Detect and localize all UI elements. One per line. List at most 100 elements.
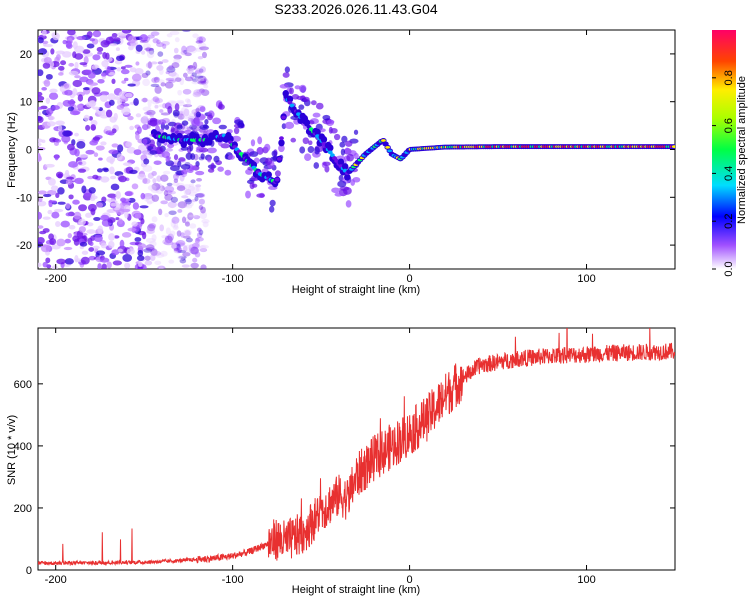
spectral-blob [164,235,173,244]
spectral-blob [183,244,194,253]
spectral-blob [124,92,133,98]
spectral-blob [194,196,199,202]
spectral-blob [185,198,192,205]
spectral-blob [40,244,50,248]
spectral-blob [154,260,162,265]
spectral-blob [197,80,207,85]
spectral-blob [76,91,86,97]
spectral-blob [54,154,59,161]
spectral-blob [200,206,206,214]
spectral-blob [67,30,76,36]
spectral-blob [87,175,94,180]
spectral-blob [145,46,151,53]
spectral-blob [72,199,80,205]
spectral-blob [158,208,163,216]
spectral-blob [249,151,259,157]
spectral-blob [204,118,209,125]
x-tick-label: -100 [222,273,244,285]
spectral-blob [121,80,127,84]
spectral-blob [146,200,153,205]
spectral-blob [195,111,201,118]
spectral-blob [192,91,202,98]
spectral-blob [176,182,185,189]
spectral-blob [38,106,44,111]
spectral-blob [188,246,199,255]
x-tick-label: 0 [407,273,413,285]
spectral-blob [218,124,227,130]
spectral-blob [138,261,143,268]
spectral-blob [233,127,240,135]
spectral-blob [177,208,183,213]
spectral-blob [202,221,209,228]
spectral-blob [284,121,295,130]
spectral-blob [131,183,139,190]
spectral-blob [198,198,205,205]
spectral-blob [162,43,167,49]
spectral-blob [101,60,109,68]
spectral-blob [124,64,133,68]
spectral-blob [64,258,74,265]
spectral-blob [142,138,148,145]
spectral-blob [173,247,184,252]
spectral-blob [170,220,176,228]
spectral-blob [210,162,215,171]
spectrogram-x-label: Height of straight line (km) [292,284,420,296]
spectral-blob [64,238,72,244]
spectral-blob [46,121,56,127]
spectral-blob [38,37,44,44]
spectral-blob [78,161,83,165]
spectral-blob [184,98,191,103]
spectral-blob [88,255,97,261]
spectral-blob [88,82,99,86]
spectral-blob [110,202,118,207]
spectral-blob [181,120,189,126]
spectral-blob [278,144,285,153]
spectral-blob [42,62,51,69]
colorbar-label: Normalized spectral amplitude [736,76,748,224]
spectral-blob [145,70,151,76]
spectral-blob [150,97,160,105]
spectral-blob [89,100,97,107]
spectral-blob [148,47,155,55]
spectral-blob [140,192,146,200]
spectral-blob [189,64,195,73]
spectral-blob [172,181,180,187]
spectral-blob [196,36,206,43]
spectral-blob [81,185,87,194]
ridge-segment [227,135,234,143]
spectral-blob [82,87,91,91]
spectral-blob [117,248,123,253]
spectral-blob [86,43,95,49]
ridge-core [380,139,386,142]
spectral-blob [191,165,196,171]
spectral-blob [158,68,164,75]
spectral-blob [38,211,43,220]
spectral-blob [173,57,181,64]
spectral-blob [83,114,90,122]
spectral-blob [97,78,105,84]
spectral-blob [160,250,168,257]
spectral-blob [137,266,143,269]
spectral-blob [141,72,149,79]
spectral-blob [74,61,79,70]
spectral-blob [79,241,88,247]
spectral-blob [137,243,147,249]
spectral-blob [98,157,103,161]
spectral-blob [169,165,180,172]
spectral-blob [274,170,281,177]
spectral-blob [111,78,116,85]
spectral-blob [245,190,251,199]
spectral-blob [166,189,173,195]
spectral-blob [78,154,89,158]
spectral-blob [134,213,142,219]
spectral-blob [38,142,42,147]
spectral-blob [183,229,192,237]
spectral-blob [298,104,305,110]
spectral-blob [176,243,181,251]
spectral-blob [149,150,158,155]
spectral-blob [120,197,127,203]
spectral-blob [156,146,164,155]
spectral-blob [136,126,142,135]
spectral-blob [46,189,57,196]
spectral-blob [44,163,55,168]
